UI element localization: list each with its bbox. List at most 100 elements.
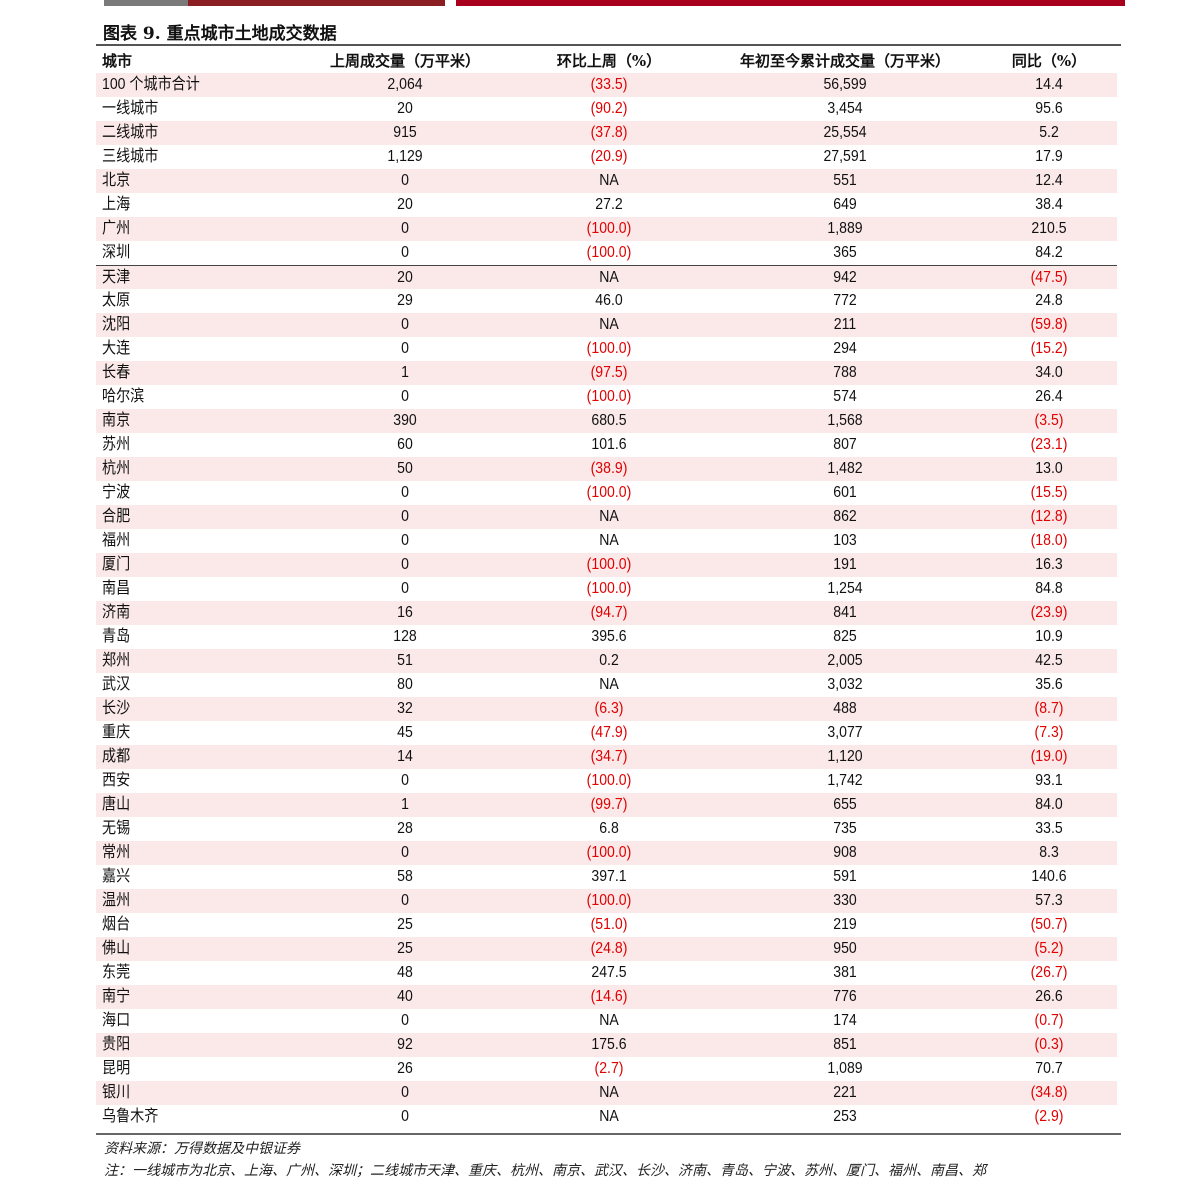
cell-yoy: 38.4 <box>1035 196 1063 213</box>
cell-yoy: 17.9 <box>1035 148 1063 165</box>
cell-yoy: 14.4 <box>1035 76 1063 93</box>
table-row: 天津 20 NA 942 (47.5) <box>96 265 1117 289</box>
cell-city: 重庆 <box>102 724 131 741</box>
table-row: 太原 29 46.0 772 24.8 <box>96 289 1117 313</box>
cell-city: 长春 <box>102 364 131 381</box>
cell-wow: (47.9) <box>590 724 628 741</box>
cell-ytd: 3,077 <box>827 724 863 741</box>
cell-city: 北京 <box>102 172 131 189</box>
cell-yoy: (12.8) <box>1030 508 1068 525</box>
cell-last-week: 0 <box>401 844 409 861</box>
table-row: 贵阳 92 175.6 851 (0.3) <box>96 1033 1117 1057</box>
cell-last-week: 58 <box>397 868 413 885</box>
cell-city: 沈阳 <box>102 316 131 333</box>
table-row: 西安 0 (100.0) 1,742 93.1 <box>96 769 1117 793</box>
cell-yoy: 13.0 <box>1035 460 1063 477</box>
cell-yoy: (7.3) <box>1034 724 1064 741</box>
column-header-city: 城市 <box>102 52 133 70</box>
cell-city: 贵阳 <box>102 1036 131 1053</box>
footnote: 注：一线城市为北京、上海、广州、深圳；二线城市天津、重庆、杭州、南京、武汉、长沙… <box>104 1163 986 1179</box>
cell-last-week: 80 <box>397 676 413 693</box>
land-transaction-table: 城市 上周成交量（万平米） 环比上周（%） 年初至今累计成交量（万平米） 同比（… <box>96 49 1117 1129</box>
cell-last-week: 51 <box>397 652 413 669</box>
header-bar-red <box>456 0 1125 6</box>
table-row: 二线城市 915 (37.8) 25,554 5.2 <box>96 121 1117 145</box>
cell-city: 苏州 <box>102 436 131 453</box>
cell-last-week: 915 <box>393 124 417 141</box>
table-row: 杭州 50 (38.9) 1,482 13.0 <box>96 457 1117 481</box>
table-row: 昆明 26 (2.7) 1,089 70.7 <box>96 1057 1117 1081</box>
cell-wow: 247.5 <box>591 964 627 981</box>
cell-yoy: (19.0) <box>1030 748 1068 765</box>
table-row: 唐山 1 (99.7) 655 84.0 <box>96 793 1117 817</box>
table-row: 海口 0 NA 174 (0.7) <box>96 1009 1117 1033</box>
cell-city: 大连 <box>102 340 131 357</box>
table-row: 无锡 28 6.8 735 33.5 <box>96 817 1117 841</box>
cell-city: 唐山 <box>102 796 131 813</box>
cell-ytd: 56,599 <box>823 76 867 93</box>
header-bar-gray <box>104 0 188 6</box>
cell-last-week: 48 <box>397 964 413 981</box>
cell-last-week: 1 <box>401 796 409 813</box>
cell-last-week: 40 <box>397 988 413 1005</box>
cell-yoy: 84.2 <box>1035 244 1063 261</box>
cell-ytd: 1,120 <box>827 748 863 765</box>
cell-ytd: 219 <box>833 916 857 933</box>
table-row: 长春 1 (97.5) 788 34.0 <box>96 361 1117 385</box>
cell-yoy: (0.3) <box>1034 1036 1064 1053</box>
cell-yoy: (34.8) <box>1030 1084 1068 1101</box>
table-row: 嘉兴 58 397.1 591 140.6 <box>96 865 1117 889</box>
cell-ytd: 735 <box>833 820 857 837</box>
table-row: 东莞 48 247.5 381 (26.7) <box>96 961 1117 985</box>
cell-wow: (100.0) <box>586 484 632 501</box>
table-row: 烟台 25 (51.0) 219 (50.7) <box>96 913 1117 937</box>
cell-yoy: 210.5 <box>1031 220 1067 237</box>
cell-last-week: 50 <box>397 460 413 477</box>
cell-city: 青岛 <box>102 628 131 645</box>
cell-ytd: 211 <box>833 316 857 333</box>
cell-last-week: 0 <box>401 580 409 597</box>
cell-city: 哈尔滨 <box>102 388 145 405</box>
cell-wow: 395.6 <box>591 628 627 645</box>
cell-ytd: 221 <box>833 1084 857 1101</box>
cell-ytd: 365 <box>833 244 857 261</box>
cell-city: 佛山 <box>102 940 131 957</box>
column-header-ytd: 年初至今累计成交量（万平米） <box>739 52 950 70</box>
cell-ytd: 330 <box>833 892 857 909</box>
cell-wow: (94.7) <box>590 604 628 621</box>
cell-last-week: 29 <box>397 292 413 309</box>
cell-wow: 397.1 <box>591 868 627 885</box>
cell-yoy: (15.5) <box>1030 484 1068 501</box>
cell-yoy: (23.9) <box>1030 604 1068 621</box>
cell-last-week: 0 <box>401 1084 409 1101</box>
cell-city: 杭州 <box>102 460 131 477</box>
cell-city: 天津 <box>102 269 131 286</box>
cell-wow: NA <box>599 1084 619 1101</box>
cell-wow: (100.0) <box>586 844 632 861</box>
cell-ytd: 841 <box>833 604 857 621</box>
table-title: 图表 9. 重点城市土地成交数据 <box>103 24 337 44</box>
cell-ytd: 825 <box>833 628 857 645</box>
cell-wow: (99.7) <box>590 796 628 813</box>
cell-ytd: 1,742 <box>827 772 863 789</box>
cell-ytd: 807 <box>833 436 857 453</box>
table-row: 沈阳 0 NA 211 (59.8) <box>96 313 1117 337</box>
bottom-rule <box>96 1133 1121 1135</box>
cell-last-week: 0 <box>401 556 409 573</box>
cell-ytd: 488 <box>833 700 857 717</box>
cell-wow: (100.0) <box>586 556 632 573</box>
table-row: 乌鲁木齐 0 NA 253 (2.9) <box>96 1105 1117 1129</box>
cell-yoy: 35.6 <box>1035 676 1063 693</box>
cell-yoy: (59.8) <box>1030 316 1068 333</box>
source-note: 资料来源：万得数据及中银证券 <box>104 1141 300 1157</box>
cell-last-week: 0 <box>401 532 409 549</box>
cell-last-week: 0 <box>401 484 409 501</box>
table-row: 武汉 80 NA 3,032 35.6 <box>96 673 1117 697</box>
cell-yoy: (15.2) <box>1030 340 1068 357</box>
cell-wow: NA <box>599 172 619 189</box>
cell-wow: (51.0) <box>590 916 628 933</box>
cell-wow: (100.0) <box>586 892 632 909</box>
table-row: 福州 0 NA 103 (18.0) <box>96 529 1117 553</box>
cell-yoy: 140.6 <box>1031 868 1067 885</box>
cell-yoy: (5.2) <box>1034 940 1064 957</box>
